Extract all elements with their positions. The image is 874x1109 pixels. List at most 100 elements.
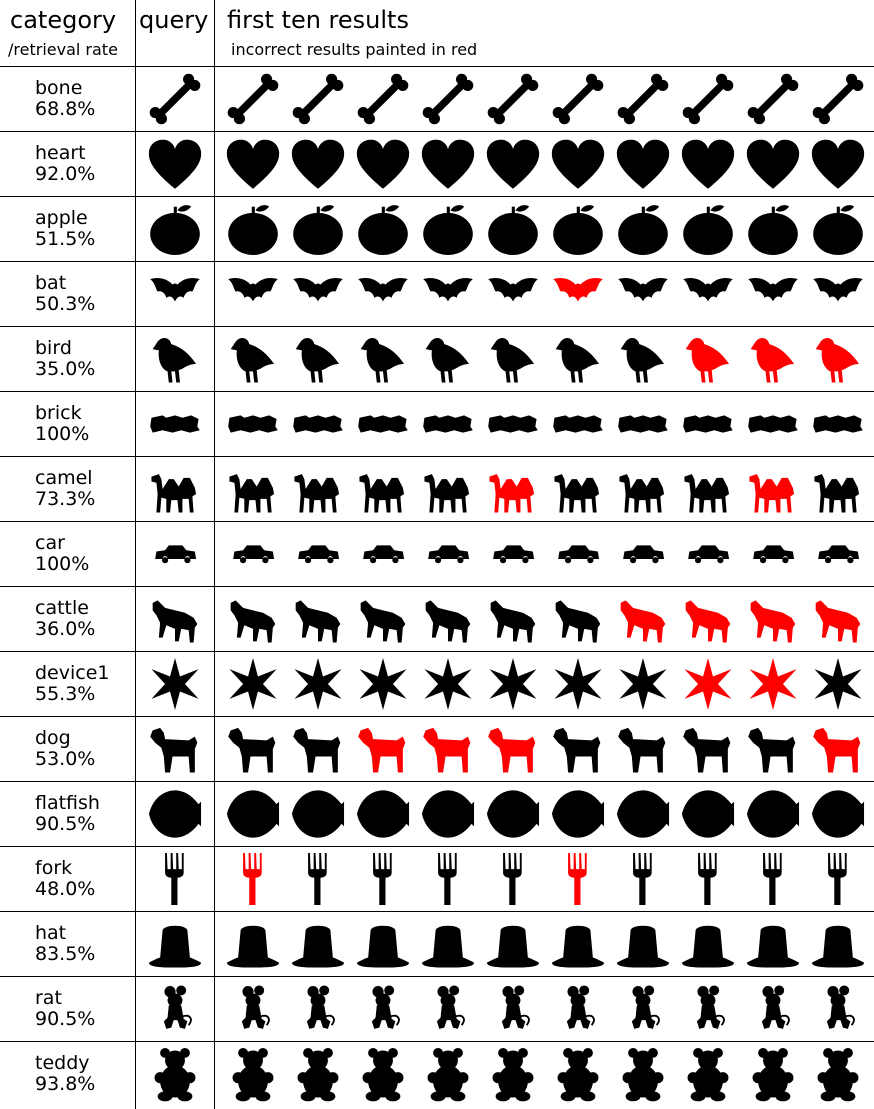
result-shape [482, 653, 544, 715]
result-shape [742, 133, 804, 195]
car-icon [818, 545, 860, 564]
teddy-icon [362, 1047, 404, 1102]
flatfish-icon [356, 790, 410, 838]
result-shape [417, 328, 479, 390]
dog-icon [488, 727, 536, 773]
result-shape [807, 783, 869, 845]
apple-icon [228, 205, 278, 256]
query-shape [144, 458, 206, 520]
dog-icon [618, 727, 666, 773]
result-shape [287, 588, 349, 650]
flatfish-icon [811, 790, 865, 838]
dog-icon [553, 727, 601, 773]
row-separator [0, 846, 874, 847]
camel-icon [619, 474, 665, 513]
apple-icon [813, 205, 863, 256]
header-results: first ten results [227, 6, 409, 34]
bat-icon [748, 277, 798, 302]
result-shape [287, 718, 349, 780]
bone-icon [227, 73, 279, 125]
hat-icon [616, 925, 670, 968]
result-shape [417, 913, 479, 975]
result-shape [612, 913, 674, 975]
retrieval-rate: 68.8% [35, 98, 96, 120]
category-name: flatfish [35, 792, 100, 814]
apple-icon [150, 205, 200, 256]
query-shape [144, 718, 206, 780]
query-shape [144, 978, 206, 1040]
cattle-icon [360, 600, 406, 643]
dog-icon [423, 727, 471, 773]
result-shape [742, 978, 804, 1040]
result-shape [807, 68, 869, 130]
incorrect-result-shape [807, 328, 869, 390]
result-shape [352, 653, 414, 715]
cattle-icon [620, 600, 666, 643]
flatfish-icon [421, 790, 475, 838]
fork-icon [828, 852, 847, 906]
dog-icon [358, 727, 406, 773]
dog-icon [228, 727, 276, 773]
result-shape [417, 393, 479, 455]
result-shape [742, 263, 804, 325]
result-shape [482, 133, 544, 195]
bone-icon [747, 73, 799, 125]
apple-icon [358, 205, 408, 256]
car-icon [155, 545, 197, 564]
result-shape [547, 653, 609, 715]
result-shape [352, 393, 414, 455]
result-shape [287, 913, 349, 975]
cattle-icon [490, 600, 536, 643]
retrieval-rate: 92.0% [35, 163, 96, 185]
star-icon [424, 657, 472, 711]
result-shape [287, 133, 349, 195]
teddy-icon [427, 1047, 469, 1102]
fork-icon [373, 852, 392, 906]
result-shape [222, 198, 284, 260]
rat-icon [163, 985, 192, 1029]
result-shape [482, 848, 544, 910]
result-shape [482, 588, 544, 650]
header-note: incorrect results painted in red [231, 40, 478, 59]
bone-icon [812, 73, 864, 125]
brick-icon [748, 415, 798, 433]
row-separator [0, 781, 874, 782]
result-shape [352, 198, 414, 260]
brick-icon [423, 415, 473, 433]
bone-icon [149, 73, 201, 125]
result-shape [417, 848, 479, 910]
retrieval-rate: 73.3% [35, 488, 96, 510]
result-shape [677, 263, 739, 325]
result-shape [352, 848, 414, 910]
result-shape [677, 978, 739, 1040]
result-shape [807, 913, 869, 975]
result-shape [417, 133, 479, 195]
result-shape [677, 523, 739, 585]
result-shape [417, 198, 479, 260]
result-shape [807, 978, 869, 1040]
result-shape [547, 458, 609, 520]
dog-icon [683, 727, 731, 773]
fork-icon [243, 852, 262, 906]
camel-icon [359, 474, 405, 513]
result-shape [352, 68, 414, 130]
retrieval-rate: 90.5% [35, 813, 96, 835]
brick-icon [813, 415, 863, 433]
apple-icon [748, 205, 798, 256]
result-shape [677, 913, 739, 975]
category-name: hat [35, 922, 67, 944]
result-shape [677, 458, 739, 520]
result-shape [417, 653, 479, 715]
incorrect-result-shape [482, 718, 544, 780]
result-shape [222, 133, 284, 195]
result-shape [547, 133, 609, 195]
result-shape [352, 783, 414, 845]
row-separator [0, 521, 874, 522]
star-icon [294, 657, 342, 711]
result-shape [352, 523, 414, 585]
bird-icon [425, 338, 470, 383]
result-shape [612, 783, 674, 845]
hat-icon [486, 925, 540, 968]
result-shape [547, 328, 609, 390]
result-shape [222, 523, 284, 585]
